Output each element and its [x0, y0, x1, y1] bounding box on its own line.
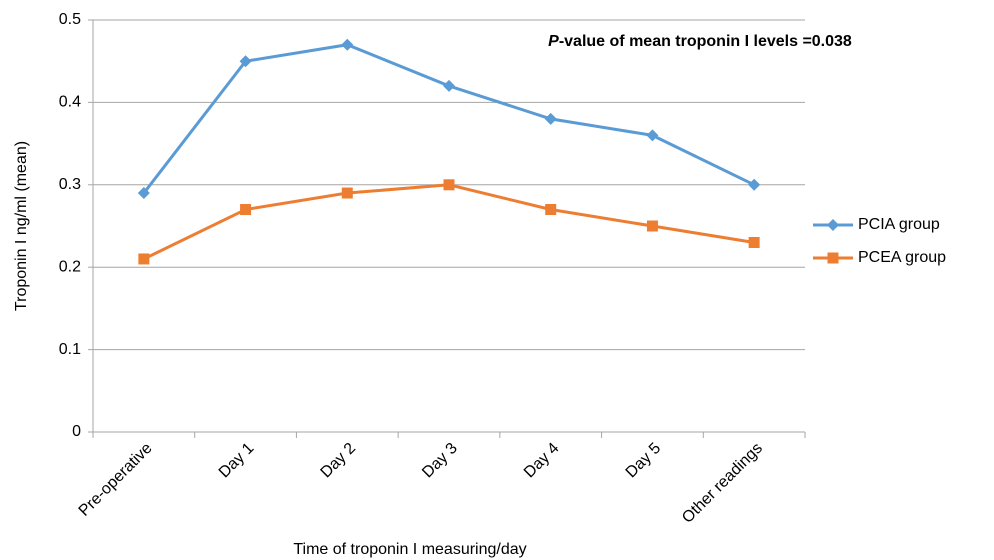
- x-tick-label: Day 3: [419, 440, 461, 482]
- legend-label: PCEA group: [858, 249, 946, 266]
- y-tick-label: 0.1: [59, 341, 81, 358]
- point: [341, 38, 354, 51]
- point: [646, 129, 659, 142]
- y-tick-label: 0.3: [59, 176, 81, 193]
- point: [443, 79, 455, 92]
- point: [239, 55, 252, 68]
- x-tick-label: Day 5: [623, 440, 665, 482]
- x-axis-label: Time of troponin I measuring/day: [293, 541, 526, 558]
- y-tick-label: 0.4: [59, 94, 81, 111]
- point: [646, 220, 658, 232]
- series-line: [142, 43, 755, 194]
- legend-marker: [827, 252, 839, 264]
- series-line: [143, 183, 755, 261]
- x-tick-label: Other readings: [679, 440, 766, 527]
- point: [443, 179, 455, 191]
- point: [748, 236, 760, 248]
- x-tick-label: Day 2: [318, 440, 360, 482]
- point: [137, 187, 150, 200]
- point: [341, 187, 353, 199]
- x-tick-label: Day 4: [521, 440, 563, 482]
- point: [545, 204, 557, 216]
- legend-marker: [827, 219, 839, 231]
- point: [544, 112, 557, 125]
- x-tick-label: Day 1: [216, 440, 258, 482]
- y-axis-label: Troponin I ng/ml (mean): [13, 141, 30, 311]
- x-tick-label: Pre-operative: [76, 440, 156, 520]
- y-tick-label: 0.5: [59, 11, 81, 28]
- y-tick-label: 0.2: [59, 258, 81, 275]
- point: [240, 204, 252, 216]
- point: [748, 178, 761, 191]
- annotation: P-value of mean troponin I levels =0.038: [548, 33, 852, 50]
- point: [138, 253, 150, 265]
- y-tick-label: 0: [72, 423, 81, 440]
- legend-label: PCIA group: [858, 216, 940, 233]
